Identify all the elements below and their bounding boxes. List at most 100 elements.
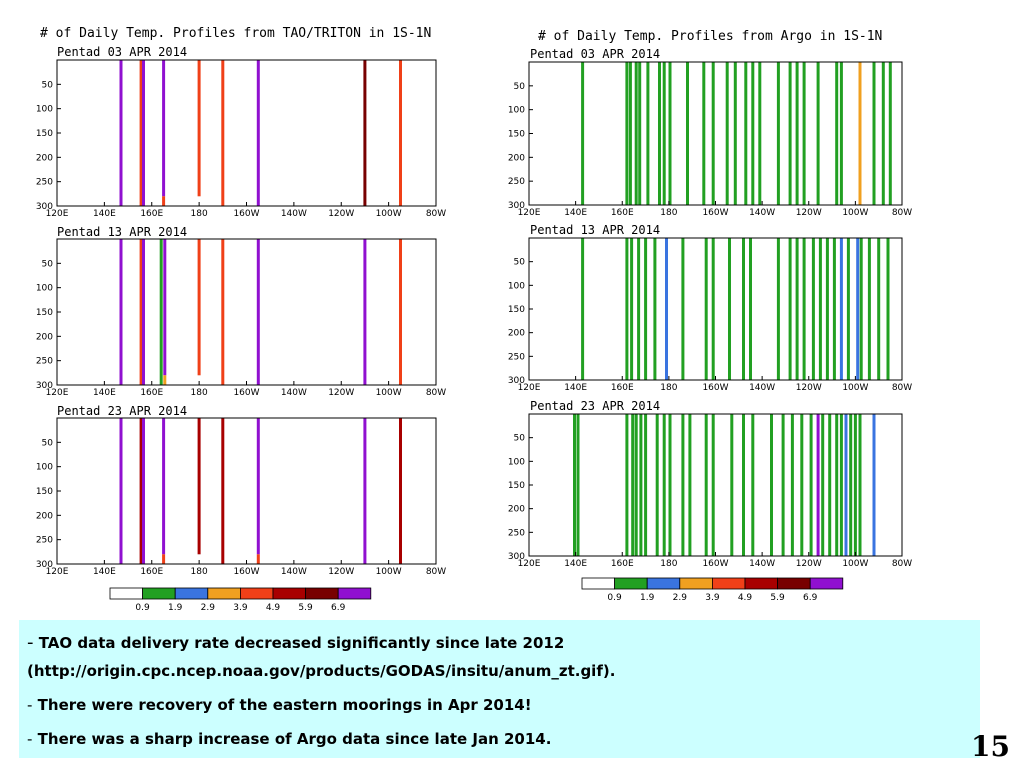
x-tick-label: 140E <box>93 388 116 398</box>
x-tick-label: 160W <box>702 208 728 218</box>
profile-bar <box>625 238 629 380</box>
colorbar-label: 1.9 <box>640 593 655 603</box>
profile-bar <box>856 238 860 380</box>
profile-bar <box>162 196 166 206</box>
y-tick-label: 200 <box>508 329 525 339</box>
profile-bar <box>668 62 672 205</box>
profile-bar <box>256 60 260 206</box>
y-tick-label: 50 <box>514 258 526 268</box>
x-tick-label: 80W <box>892 559 912 569</box>
colorbar-label: 5.9 <box>770 593 785 603</box>
colorbar-swatch <box>174 587 209 600</box>
colorbar: 0.9 1.9 2.9 3.9 4.9 5.9 6.9 <box>109 587 372 613</box>
x-tick-label: 160E <box>611 208 634 218</box>
y-tick-label: 150 <box>508 305 525 315</box>
profile-bar <box>816 414 820 556</box>
profile-bar <box>859 238 863 380</box>
colorbar-swatch <box>207 587 241 600</box>
profile-bar <box>728 238 731 380</box>
profile-bar <box>142 60 145 206</box>
profile-bar <box>581 238 585 380</box>
profile-bar <box>658 62 661 205</box>
colorbar-label: 2.9 <box>673 593 688 603</box>
y-tick-label: 100 <box>508 457 525 467</box>
x-tick-label: 140E <box>564 559 587 569</box>
profile-bar <box>576 414 580 556</box>
panel-subtitle: Pentad 13 APR 2014 <box>57 225 188 239</box>
x-tick-label: 120E <box>518 383 541 393</box>
profile-bar <box>634 414 638 556</box>
profile-bar <box>637 238 641 380</box>
profile-bar <box>751 62 755 205</box>
colorbar-swatch <box>239 587 274 600</box>
profile-bar <box>711 62 715 205</box>
x-tick-label: 140W <box>281 567 307 577</box>
x-tick-label: 100W <box>376 209 402 219</box>
y-tick-label: 200 <box>36 153 53 163</box>
profile-bar <box>197 60 201 197</box>
note-line-3: - There were recovery of the eastern moo… <box>27 696 532 714</box>
profile-bar <box>119 239 123 385</box>
x-tick-label: 160E <box>140 567 163 577</box>
profile-bar <box>816 62 820 205</box>
y-tick-label: 300 <box>36 381 53 391</box>
x-tick-label: 120E <box>46 567 69 577</box>
profile-bar <box>749 238 752 380</box>
profile-bar <box>795 62 799 205</box>
x-tick-label: 80W <box>892 383 912 393</box>
plot-frame <box>56 59 437 207</box>
profile-bar <box>776 62 780 205</box>
x-tick-label: 100W <box>376 567 402 577</box>
profile-bar <box>363 239 367 385</box>
profile-bar <box>811 238 815 380</box>
profile-bar <box>628 62 632 205</box>
x-tick-label: 140E <box>564 208 587 218</box>
profile-bar <box>881 62 885 205</box>
profile-bar <box>770 414 773 556</box>
colorbar-label: 0.9 <box>607 593 622 603</box>
profile-bar <box>849 414 853 556</box>
panel-subtitle: Pentad 23 APR 2014 <box>57 404 188 418</box>
profile-charts: 50 100 150 200 250 300 120E 140E 160E 180 160W 140W… <box>36 59 912 613</box>
x-tick-label: 100W <box>842 208 868 218</box>
profile-bar <box>221 60 225 206</box>
profile-bar <box>139 418 143 564</box>
profile-bar <box>197 418 201 555</box>
profile-bar <box>638 62 642 205</box>
profile-bar <box>835 62 839 205</box>
profile-bar <box>725 62 729 205</box>
profile-bar <box>634 62 638 205</box>
profile-bar <box>662 62 666 205</box>
y-tick-label: 50 <box>42 438 54 448</box>
note-link-text: (http://origin.cpc.ncep.noaa.gov/product… <box>27 662 616 680</box>
profile-bar <box>711 238 715 380</box>
profile-bar <box>704 238 708 380</box>
profile-bar <box>646 62 650 205</box>
y-tick-label: 250 <box>508 528 525 538</box>
plot-frame <box>528 237 903 381</box>
right-figure-title: # of Daily Temp. Profiles from Argo in 1… <box>538 29 883 44</box>
y-tick-label: 200 <box>36 511 53 521</box>
profile-bar <box>256 239 260 385</box>
profile-bar <box>867 238 871 380</box>
y-tick-label: 250 <box>508 352 525 362</box>
profile-bar <box>139 239 143 385</box>
left-figure-title: # of Daily Temp. Profiles from TAO/TRITO… <box>40 26 432 41</box>
profile-bar <box>162 554 166 564</box>
profile-bar <box>681 414 685 556</box>
profile-bar <box>751 414 755 556</box>
note-dash: - <box>27 696 33 714</box>
profile-bar <box>744 62 748 205</box>
x-tick-label: 160W <box>702 383 728 393</box>
x-tick-label: 100W <box>842 383 868 393</box>
colorbar-swatch <box>305 587 339 600</box>
profile-bar <box>655 414 659 556</box>
x-tick-label: 140E <box>93 567 116 577</box>
x-tick-label: 180 <box>191 388 208 398</box>
profile-bar <box>839 414 843 556</box>
profile-bar <box>625 62 629 205</box>
